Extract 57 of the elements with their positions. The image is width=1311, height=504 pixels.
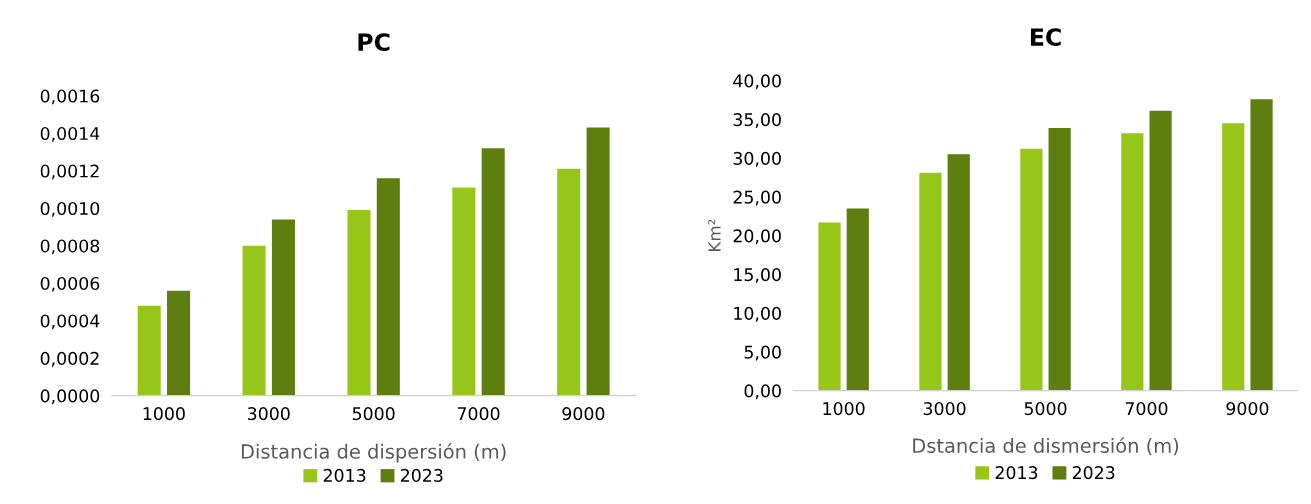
bar [846, 208, 869, 391]
bar [347, 210, 371, 396]
y-tick-label: 10,00 [734, 306, 781, 322]
bar [1048, 127, 1071, 391]
y-tick-label: 30,00 [733, 151, 781, 167]
y-tick-label: 40,00 [733, 74, 781, 90]
bar [167, 290, 191, 396]
y-tick-label: 0,0016 [40, 89, 100, 105]
x-axis-title: Dstancia de dismersión (m) [913, 437, 1179, 456]
y-tick-label: 0,00 [744, 384, 781, 400]
bar [1149, 110, 1172, 391]
bar [1020, 148, 1043, 391]
bar [481, 148, 505, 396]
bar [1121, 133, 1144, 391]
y-tick-label: 0,0000 [40, 389, 100, 405]
bar [376, 178, 400, 396]
x-tick-label: 1000 [143, 407, 185, 421]
legend-label: 2013 [323, 468, 366, 482]
y-tick-label: 0,0002 [40, 351, 99, 367]
chart-title: EC [1030, 28, 1061, 46]
bar [947, 154, 970, 391]
y-tick-label: 0,0012 [40, 164, 99, 180]
bar [137, 305, 161, 396]
x-tick-label: 1000 [823, 402, 865, 416]
bar [586, 127, 610, 396]
y-tick-label: 5,00 [744, 345, 781, 361]
bar [818, 222, 841, 391]
x-tick-label: 3000 [923, 402, 966, 416]
y-tick-label: 0,0010 [40, 201, 100, 217]
x-tick-label: 9000 [562, 407, 605, 421]
y-tick-label: 0,0014 [40, 126, 100, 142]
legend-label: 2023 [400, 468, 443, 482]
chart-title: PC [358, 33, 390, 52]
bar [557, 168, 581, 396]
y-tick-label: 0,0008 [40, 239, 100, 255]
x-tick-label: 5000 [1024, 402, 1067, 416]
x-tick-label: 3000 [247, 407, 290, 421]
bar [1222, 123, 1245, 391]
y-tick-label: 15,00 [734, 268, 781, 283]
x-tick-label: 9000 [1226, 402, 1269, 416]
y-tick-label: 25,00 [733, 190, 781, 206]
bar [271, 219, 295, 396]
bar [242, 245, 266, 396]
x-tick-label: 5000 [352, 407, 395, 421]
bar [919, 172, 942, 391]
y-tick-label: 0,0006 [40, 276, 100, 292]
y-tick-label: 0,0004 [40, 314, 100, 330]
legend-label: 2013 [995, 466, 1038, 480]
x-axis-title: Distancia de dispersión (m) [241, 443, 506, 463]
y-axis-title: Km² [708, 219, 721, 251]
x-tick-label: 7000 [457, 407, 500, 421]
y-tick-label: 20,00 [733, 229, 781, 245]
legend-label: 2023 [1072, 466, 1115, 480]
x-tick-label: 7000 [1125, 402, 1168, 416]
y-tick-label: 35,00 [733, 113, 781, 128]
bar [1250, 99, 1273, 391]
bar [452, 187, 476, 396]
